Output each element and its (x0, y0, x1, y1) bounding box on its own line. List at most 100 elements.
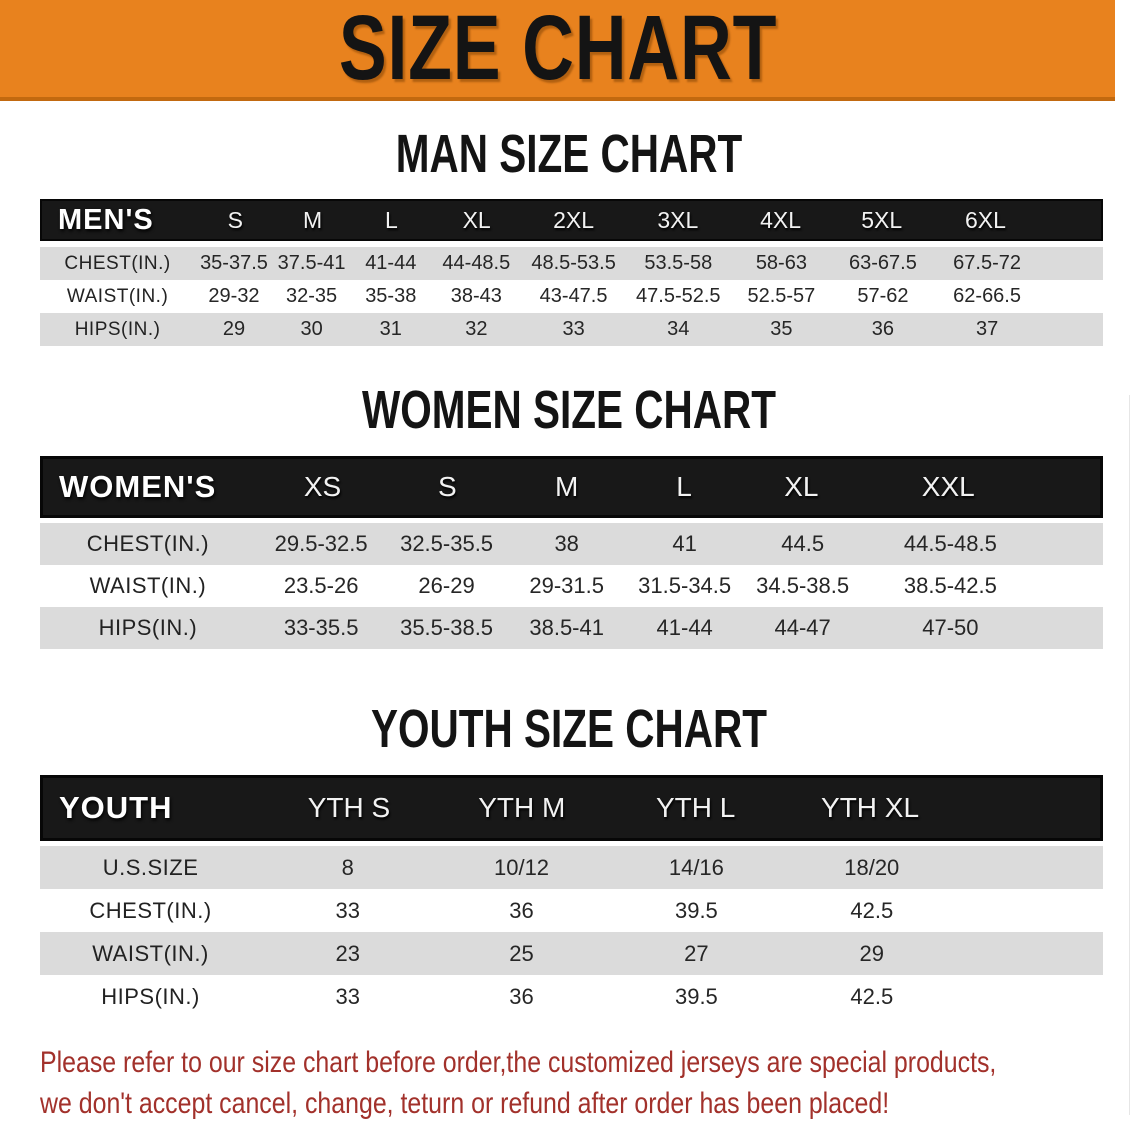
cell: 32-35 (286, 285, 338, 307)
youth-col-header-xl: YTH XL (821, 792, 920, 823)
cell: 38.5-41 (529, 615, 604, 640)
cell: 47.5-52.5 (636, 285, 721, 307)
page-edge-line (1129, 395, 1130, 1115)
cell: 33 (335, 897, 360, 923)
cell: 38.5-42.5 (903, 573, 997, 598)
women-col-header-m: M (555, 471, 579, 502)
cell: 33-35.5 (283, 615, 359, 640)
women-hips-row: HIPS(IN.) 33-35.5 35.5-38.5 38.5-41 41-4… (40, 607, 1103, 649)
cell: 32 (465, 318, 488, 340)
cell: 14/16 (668, 854, 724, 880)
women-col-header-s: S (437, 471, 457, 502)
cell: 23 (335, 940, 360, 966)
youth-size-table: YOUTH YTH S YTH M YTH L YTH XL U.S.SIZE … (40, 775, 1103, 1018)
cell: 34.5-38.5 (756, 573, 850, 598)
row-label: WAIST(IN.) (89, 573, 207, 598)
youth-col-header-l: YTH L (655, 792, 736, 823)
cell: 30 (300, 318, 323, 340)
cell: 29-31.5 (529, 573, 604, 598)
cell: 18/20 (844, 854, 900, 880)
row-label: CHEST(IN.) (86, 531, 210, 556)
youth-table-header-row: YOUTH YTH S YTH M YTH L YTH XL (40, 775, 1103, 841)
cell: 41-44 (365, 252, 417, 274)
cell: 36 (509, 897, 534, 923)
cell: 37.5-41 (277, 252, 346, 274)
men-table-header-row: MEN'S S M L XL 2XL 3XL 4XL 5XL 6XL (40, 199, 1103, 241)
men-col-header-3xl: 3XL (657, 206, 699, 233)
youth-heading-text: YOUTH SIZE CHART (370, 699, 767, 759)
cell: 34 (667, 318, 690, 340)
women-col-header-xxl: XXL (921, 471, 975, 502)
cell: 58-63 (755, 252, 807, 274)
row-label: WAIST(IN.) (66, 285, 169, 307)
women-col-header-xl: XL (784, 471, 819, 502)
cell: 10/12 (493, 854, 550, 880)
cell: 42.5 (850, 983, 894, 1009)
cell: 37 (975, 318, 999, 340)
cell: 43-47.5 (539, 285, 608, 307)
cell: 31.5-34.5 (638, 573, 732, 598)
men-col-header-2xl: 2XL (553, 206, 595, 233)
cell: 47-50 (922, 615, 979, 640)
cell: 39.5 (674, 983, 718, 1009)
row-label: HIPS(IN.) (74, 318, 161, 340)
cell: 42.5 (850, 897, 894, 923)
men-col-header-l: L (385, 206, 398, 233)
youth-ussize-row: U.S.SIZE 8 10/12 14/16 18/20 (40, 846, 1103, 889)
cell: 57-62 (857, 285, 909, 307)
cell: 53.5-58 (644, 252, 713, 274)
disclaimer: Please refer to our size chart before or… (40, 1042, 1138, 1124)
disclaimer-line-1: Please refer to our size chart before or… (40, 1046, 997, 1079)
cell: 29-32 (208, 285, 260, 307)
cell: 31 (379, 318, 402, 340)
cell: 44.5 (781, 531, 825, 556)
cell: 35 (770, 318, 793, 340)
row-label: CHEST(IN.) (89, 897, 212, 923)
men-col-header-xl: XL (462, 206, 491, 233)
women-table-header-row: WOMEN'S XS S M L XL XXL (40, 456, 1103, 518)
cell: 44.5-48.5 (903, 531, 997, 556)
women-waist-row: WAIST(IN.) 23.5-26 26-29 29-31.5 31.5-34… (40, 565, 1103, 607)
men-col-header-6xl: 6XL (965, 206, 1006, 233)
youth-col-header-s: YTH S (307, 792, 391, 823)
cell: 32.5-35.5 (400, 531, 494, 556)
men-waist-row: WAIST(IN.) 29-32 32-35 35-38 38-43 43-47… (40, 280, 1103, 313)
banner-title: SIZE CHART (338, 0, 777, 99)
women-corner-label: WOMEN'S (59, 469, 217, 504)
men-col-header-4xl: 4XL (760, 206, 802, 233)
women-col-header-xs: XS (303, 471, 342, 502)
men-size-table: MEN'S S M L XL 2XL 3XL 4XL 5XL 6XL CHEST… (40, 199, 1103, 346)
cell: 67.5-72 (953, 252, 1021, 274)
cell: 41-44 (656, 615, 713, 640)
cell: 38-43 (450, 285, 502, 307)
cell: 38 (554, 531, 579, 556)
size-chart-banner: SIZE CHART (0, 0, 1115, 101)
men-col-header-5xl: 5XL (861, 206, 903, 233)
cell: 63-67.5 (848, 252, 917, 274)
women-chest-row: CHEST(IN.) 29.5-32.5 32.5-35.5 38 41 44.… (40, 523, 1103, 565)
row-label: CHEST(IN.) (64, 252, 171, 274)
cell: 26-29 (418, 573, 475, 598)
men-col-header-s: S (227, 206, 243, 233)
cell: 48.5-53.5 (531, 252, 616, 274)
row-label: WAIST(IN.) (92, 940, 209, 966)
youth-col-header-m: YTH M (478, 792, 566, 823)
youth-chest-row: CHEST(IN.) 33 36 39.5 42.5 (40, 889, 1103, 932)
youth-hips-row: HIPS(IN.) 33 36 39.5 42.5 (40, 975, 1103, 1018)
cell: 33 (335, 983, 360, 1009)
cell: 35-38 (365, 285, 417, 307)
cell: 27 (684, 940, 709, 966)
row-label: U.S.SIZE (102, 854, 199, 880)
women-heading-text: WOMEN SIZE CHART (361, 380, 776, 440)
disclaimer-line-2: we don't accept cancel, change, teturn o… (40, 1087, 890, 1120)
cell: 39.5 (674, 897, 718, 923)
row-label: HIPS(IN.) (101, 983, 200, 1009)
youth-section-heading: YOUTH SIZE CHART (0, 702, 1138, 756)
cell: 35-37.5 (200, 252, 268, 274)
cell: 29 (859, 940, 885, 966)
cell: 23.5-26 (283, 573, 359, 598)
cell: 52.5-57 (747, 285, 816, 307)
cell: 36 (509, 983, 534, 1009)
youth-corner-label: YOUTH (59, 790, 173, 825)
cell: 62-66.5 (953, 285, 1021, 307)
